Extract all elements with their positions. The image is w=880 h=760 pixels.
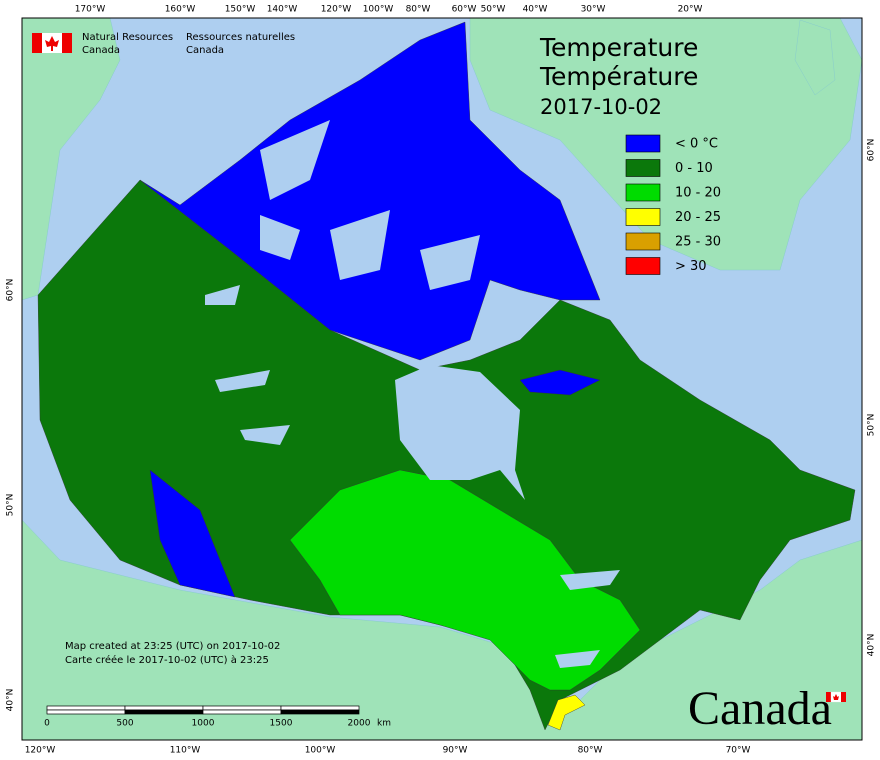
scale-segment — [124, 709, 204, 715]
department-fr: Canada — [186, 45, 224, 56]
department-en: Canada — [82, 45, 120, 56]
map-title: Température — [539, 62, 698, 91]
legend-label: 25 - 30 — [675, 235, 721, 250]
scale-label: 1000 — [192, 719, 215, 729]
legend-label: > 30 — [675, 259, 707, 274]
legend-label: 10 - 20 — [675, 186, 721, 201]
scale-segment — [46, 709, 126, 715]
wordmark: Canada — [688, 682, 832, 735]
legend-swatch — [625, 232, 661, 251]
longitude-label: 100°W — [305, 746, 336, 756]
graticule-labels: 170°W 160°W 150°W 140°W 120°W 100°W 80°W 60°W 50… — [6, 5, 877, 756]
longitude-label: 30°W — [581, 5, 606, 15]
legend-label: 0 - 10 — [675, 161, 713, 176]
maple-leaf — [833, 694, 839, 700]
map-date: 2017-10-02 — [540, 95, 662, 119]
legend-label: < 0 °C — [675, 137, 718, 152]
longitude-label: 160°W — [165, 5, 196, 15]
scale-segment — [46, 705, 126, 711]
longitude-label: 60°W — [452, 5, 477, 15]
longitude-label: 90°W — [443, 746, 468, 756]
scale-bar: 0 500 1000 1500 2000 km — [44, 705, 391, 729]
nrcan-signature: Natural Resources Canada Ressources natu… — [32, 32, 295, 56]
scale-segment — [202, 705, 282, 711]
legend-swatch — [625, 257, 661, 275]
flag-bar — [32, 33, 42, 53]
longitude-label: 20°W — [678, 5, 703, 15]
canada-wordmark: Canada — [688, 682, 846, 735]
legend-label: 20 - 25 — [675, 210, 721, 225]
scale-label: 500 — [116, 719, 133, 729]
longitude-label: 120°W — [321, 5, 352, 15]
legend-swatch — [625, 134, 661, 153]
longitude-label: 50°W — [481, 5, 506, 15]
legend: < 0 °C 0 - 10 10 - 20 20 - 25 25 - 30 > 30 — [625, 134, 721, 275]
latitude-label: 60°N — [6, 279, 16, 302]
scale-label: 2000 — [348, 719, 371, 729]
latitude-label: 50°N — [867, 414, 877, 437]
foreign-land — [21, 17, 863, 741]
longitude-label: 170°W — [75, 5, 106, 15]
scale-segment — [280, 705, 360, 711]
flag-bar — [826, 692, 831, 702]
legend-swatch — [625, 208, 661, 226]
longitude-label: 100°W — [363, 5, 394, 15]
maple-leaf — [45, 36, 59, 51]
flag-bar — [841, 692, 846, 702]
frame — [21, 17, 863, 741]
longitude-label: 70°W — [726, 746, 751, 756]
scale-segment — [124, 705, 204, 711]
longitude-label: 40°W — [523, 5, 548, 15]
water — [205, 120, 620, 668]
latitude-label: 60°N — [867, 139, 877, 162]
department-en: Natural Resources — [82, 32, 173, 43]
scale-unit: km — [377, 719, 391, 729]
scale-label: 1500 — [270, 719, 293, 729]
legend-swatch — [625, 159, 661, 177]
longitude-label: 140°W — [267, 5, 298, 15]
footer-note: Map created at 23:25 (UTC) on 2017-10-02 — [65, 641, 280, 652]
longitude-label: 80°W — [578, 746, 603, 756]
footer-note: Carte créée le 2017-10-02 (UTC) à 23:25 — [65, 654, 269, 666]
longitude-label: 150°W — [225, 5, 256, 15]
scale-segment — [202, 709, 282, 715]
longitude-label: 120°W — [25, 746, 56, 756]
department-fr: Ressources naturelles — [186, 32, 295, 43]
longitude-label: 80°W — [406, 5, 431, 15]
legend-swatch — [625, 183, 661, 202]
latitude-label: 40°N — [867, 634, 877, 657]
scale-segment — [280, 709, 360, 715]
longitude-label: 110°W — [170, 746, 201, 756]
map-title: Temperature — [539, 33, 698, 62]
latitude-label: 50°N — [6, 494, 16, 517]
scale-label: 0 — [44, 719, 50, 729]
flag-bar — [62, 33, 72, 53]
latitude-label: 40°N — [6, 689, 16, 712]
